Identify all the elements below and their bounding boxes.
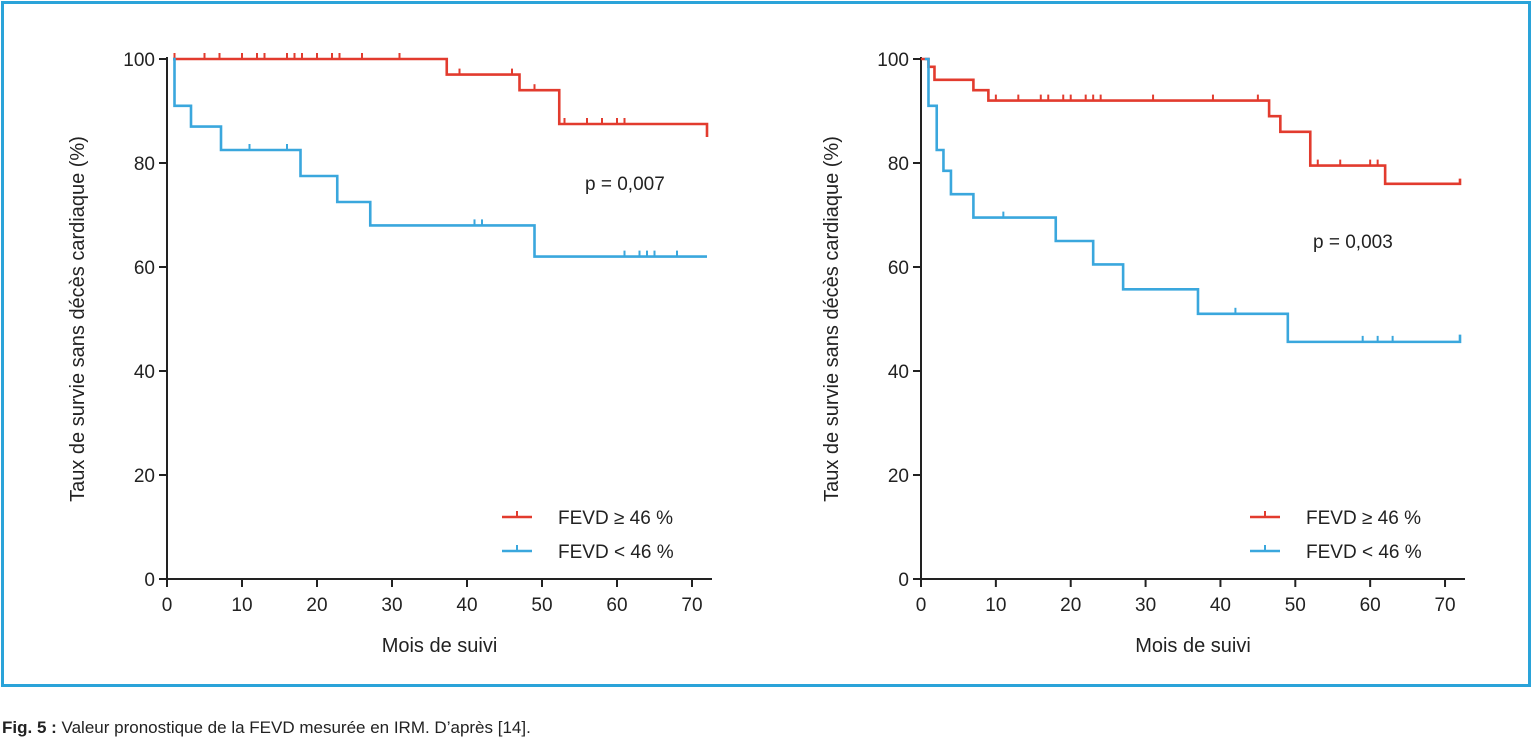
y-axis-label: Taux de survie sans décès cardiaque (%)	[821, 136, 843, 502]
x-tick-label: 40	[1210, 595, 1231, 616]
y-axis-label: Taux de survie sans décès cardiaque (%)	[67, 136, 89, 502]
y-tick-label: 20	[134, 466, 155, 487]
x-axis-label: Mois de suivi	[382, 635, 498, 657]
x-tick-label: 70	[1434, 595, 1455, 616]
y-tick-label: 0	[898, 570, 909, 591]
x-tick-label: 0	[162, 595, 173, 616]
x-axis-label: Mois de suivi	[1135, 635, 1251, 657]
x-tick-label: 30	[1135, 595, 1156, 616]
series-line-low	[173, 57, 707, 258]
y-tick-label: 20	[888, 466, 909, 487]
x-tick-label: 70	[681, 595, 702, 616]
x-tick-label: 60	[606, 595, 627, 616]
y-tick-label: 40	[888, 362, 909, 383]
y-tick-label: 0	[144, 570, 155, 591]
x-tick-label: 0	[916, 595, 927, 616]
x-tick-label: 20	[1060, 595, 1081, 616]
x-tick-label: 50	[1285, 595, 1306, 616]
series-line-high	[921, 57, 1462, 186]
x-tick-label: 40	[456, 595, 477, 616]
y-tick-label: 100	[123, 50, 155, 71]
y-tick-label: 80	[134, 154, 155, 175]
caption-text: Valeur pronostique de la FEVD mesurée en…	[61, 718, 531, 737]
x-tick-label: 30	[381, 595, 402, 616]
x-tick-label: 60	[1360, 595, 1381, 616]
figure-frame	[1, 1, 1531, 687]
legend-label: FEVD ≥ 46 %	[558, 508, 673, 529]
legend-label: FEVD < 46 %	[1306, 542, 1422, 563]
p-value-annotation: p = 0,007	[585, 174, 665, 195]
figure-caption: Fig. 5 : Valeur pronostique de la FEVD m…	[2, 718, 531, 738]
p-value-annotation: p = 0,003	[1313, 232, 1393, 253]
x-tick-label: 10	[231, 595, 252, 616]
x-tick-label: 50	[531, 595, 552, 616]
caption-prefix: Fig. 5 :	[2, 718, 57, 737]
x-tick-label: 20	[306, 595, 327, 616]
survival-chart-right: 0 20 40 60 80 100 0 10 20 30 40 50 60 70 Taux de survi…	[821, 50, 1465, 657]
y-tick-label: 40	[134, 362, 155, 383]
y-tick-label: 100	[877, 50, 909, 71]
y-tick-label: 60	[134, 258, 155, 279]
y-tick-label: 80	[888, 154, 909, 175]
series-line-low	[924, 57, 1462, 344]
legend-label: FEVD ≥ 46 %	[1306, 508, 1421, 529]
y-tick-label: 60	[888, 258, 909, 279]
x-tick-label: 10	[985, 595, 1006, 616]
legend-label: FEVD < 46 %	[558, 542, 674, 563]
series-line-high	[173, 57, 709, 137]
survival-chart-left: 0 20 40 60 80 100 0 10 20 30 40 50 60 70 Taux de survi…	[67, 50, 712, 657]
